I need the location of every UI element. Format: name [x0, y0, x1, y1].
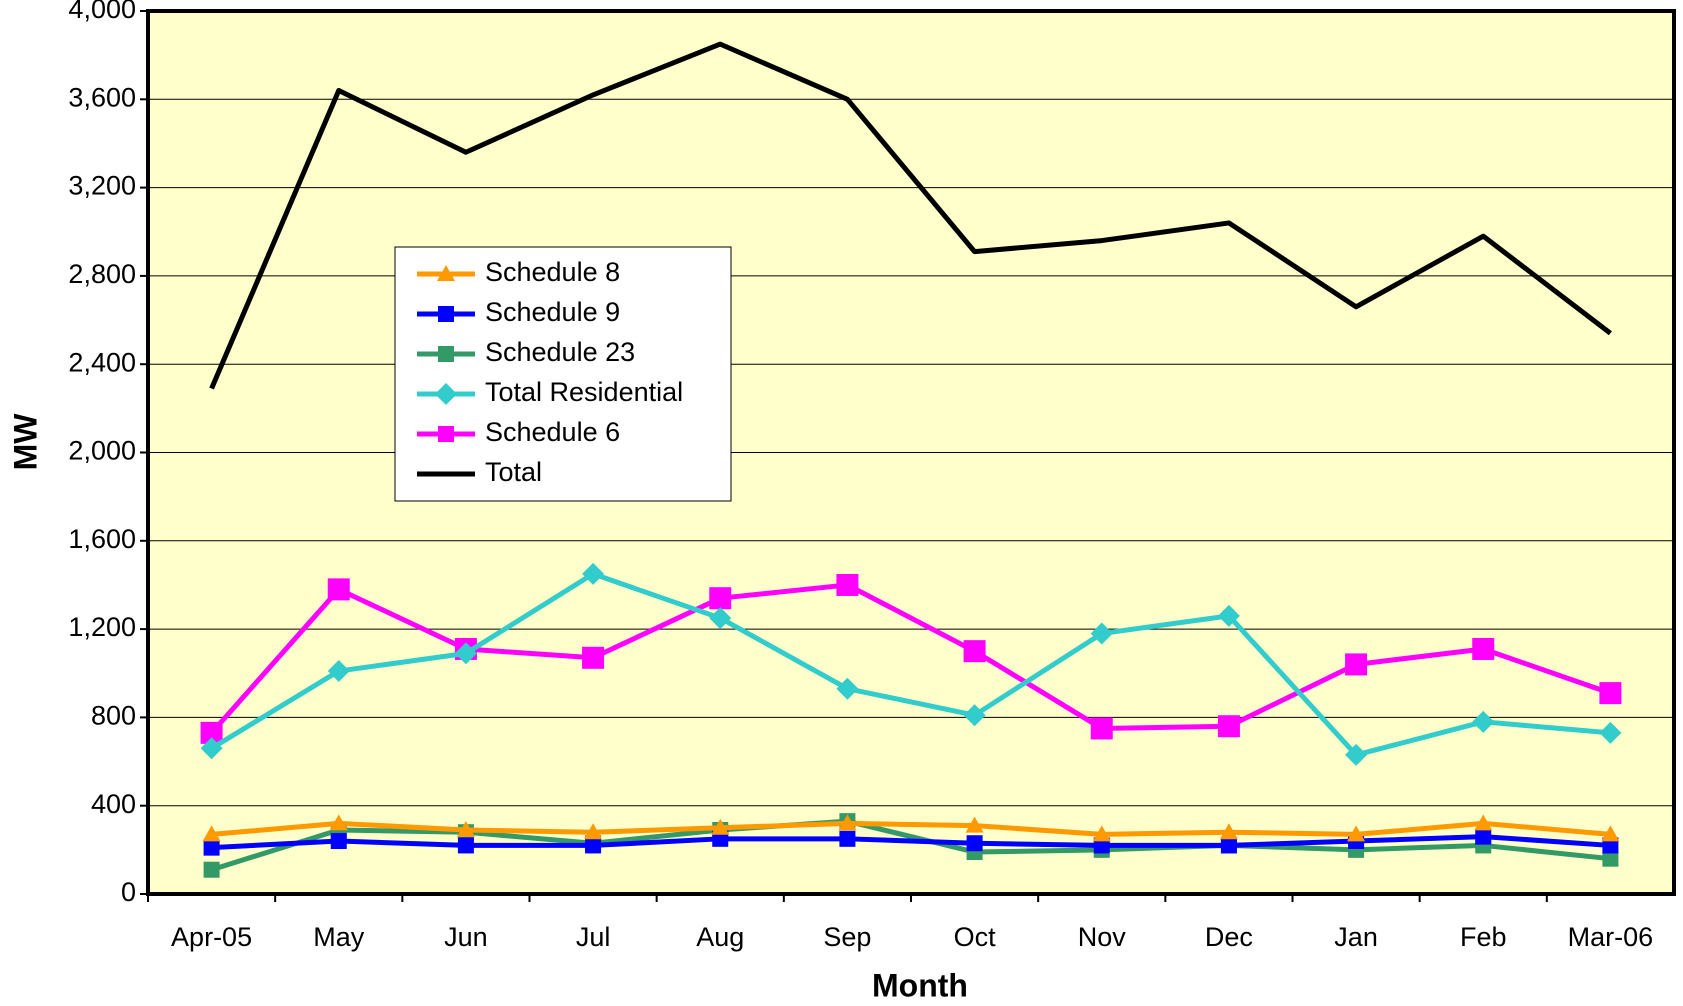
- marker: [963, 640, 986, 663]
- marker: [1092, 825, 1111, 842]
- marker: [438, 306, 454, 322]
- marker: [203, 861, 220, 878]
- marker: [1345, 653, 1368, 676]
- marker: [1601, 825, 1620, 842]
- marker: [582, 562, 605, 585]
- series-line: [209, 582, 1612, 735]
- x-tick-label: Apr-05: [171, 922, 252, 952]
- marker: [438, 426, 454, 442]
- marker: [1602, 837, 1619, 854]
- x-tick-label: Sep: [823, 922, 871, 952]
- x-tick-label: Nov: [1078, 922, 1127, 952]
- series-line: [210, 818, 1611, 873]
- y-tick-label: 0: [121, 877, 136, 907]
- series-line: [209, 41, 1612, 390]
- legend-label: Total Residential: [485, 377, 683, 407]
- x-tick-label: Aug: [696, 922, 744, 952]
- y-tick-label: 3,600: [68, 82, 136, 112]
- marker: [327, 578, 350, 601]
- marker: [585, 837, 602, 854]
- marker: [200, 737, 223, 760]
- y-tick-label: 4,000: [68, 0, 136, 24]
- marker: [1475, 828, 1492, 845]
- y-axis-label: MW: [7, 413, 43, 471]
- legend-label: Total: [485, 457, 542, 487]
- marker: [1090, 717, 1113, 740]
- marker: [839, 830, 856, 847]
- marker: [838, 814, 857, 831]
- marker: [582, 646, 605, 669]
- marker: [584, 823, 603, 840]
- marker: [203, 839, 220, 856]
- marker: [329, 814, 348, 831]
- x-tick-label: Dec: [1205, 922, 1253, 952]
- y-tick-label: 1,600: [68, 524, 136, 554]
- marker: [202, 825, 221, 842]
- marker: [438, 346, 454, 362]
- marker: [1219, 823, 1238, 840]
- x-tick-label: Mar-06: [1568, 922, 1654, 952]
- marker: [709, 607, 732, 630]
- x-tick-label: Jun: [444, 922, 488, 952]
- x-axis-label: Month: [872, 967, 968, 1003]
- x-tick-label: Jul: [576, 922, 611, 952]
- x-tick-label: Oct: [954, 922, 997, 952]
- legend-box: [394, 246, 732, 502]
- marker: [1472, 710, 1495, 733]
- marker: [712, 830, 729, 847]
- marker: [327, 660, 350, 683]
- marker: [1093, 837, 1110, 854]
- marker: [1090, 622, 1113, 645]
- marker: [1347, 825, 1366, 842]
- marker: [454, 642, 477, 665]
- y-tick-label: 1,200: [68, 612, 136, 642]
- y-tick-label: 2,400: [68, 347, 136, 377]
- y-tick-label: 400: [91, 789, 136, 819]
- marker: [330, 833, 347, 850]
- marker: [966, 835, 983, 852]
- series-line: [211, 820, 1611, 837]
- y-tick-label: 2,000: [68, 436, 136, 466]
- marker: [711, 818, 730, 835]
- x-tick-label: Feb: [1460, 922, 1507, 952]
- marker: [456, 820, 475, 837]
- legend-label: Schedule 23: [485, 337, 635, 367]
- marker: [965, 816, 984, 833]
- marker: [1472, 637, 1495, 660]
- marker: [836, 573, 859, 596]
- series-line: [211, 834, 1611, 851]
- y-tick-label: 2,800: [68, 259, 136, 289]
- legend-label: Schedule 9: [485, 297, 620, 327]
- y-tick-label: 3,200: [68, 171, 136, 201]
- plot-border: [146, 9, 1676, 896]
- marker: [435, 383, 457, 405]
- marker: [963, 704, 986, 727]
- y-tick-label: 800: [91, 701, 136, 731]
- marker: [1345, 743, 1368, 766]
- legend-label: Schedule 8: [485, 257, 620, 287]
- marker: [1474, 814, 1493, 831]
- marker: [1599, 721, 1622, 744]
- marker: [457, 837, 474, 854]
- marker: [1217, 715, 1240, 738]
- marker: [1217, 604, 1240, 627]
- marker: [437, 265, 455, 281]
- x-tick-label: Jan: [1334, 922, 1378, 952]
- marker: [1220, 837, 1237, 854]
- marker: [1602, 850, 1619, 867]
- series-line: [210, 571, 1611, 758]
- marker: [1599, 682, 1622, 705]
- marker: [709, 587, 732, 610]
- legend-label: Schedule 6: [485, 417, 620, 447]
- x-tick-label: May: [313, 922, 365, 952]
- marker: [836, 677, 859, 700]
- marker: [200, 721, 223, 744]
